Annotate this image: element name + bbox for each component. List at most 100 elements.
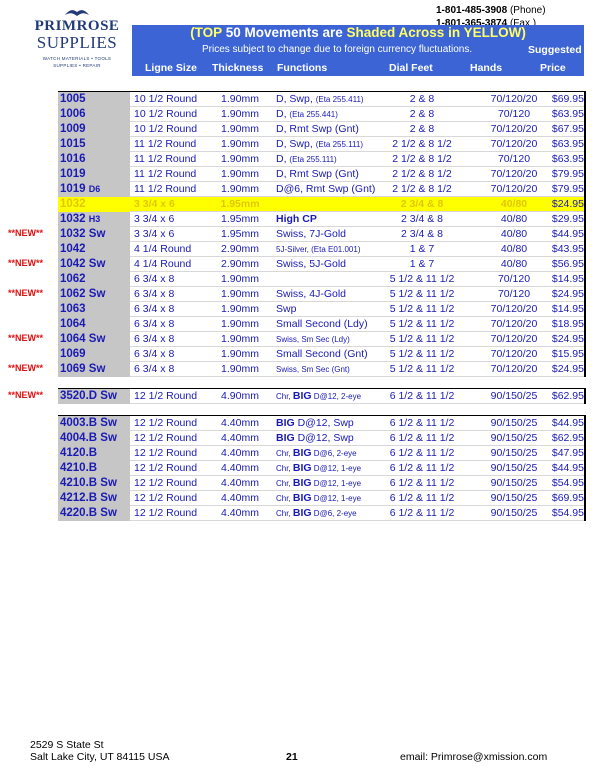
ligne-size-cell: 4 1/4 Round	[134, 243, 192, 255]
thickness-cell: 1.90mm	[221, 363, 259, 375]
functions-cell: Chr, BIG D@12, 1-eye	[276, 476, 361, 491]
functions-cell: Chr, BIG D@6, 2-eye	[276, 506, 357, 521]
ligne-size-cell: 12 1/2 Round	[134, 462, 198, 474]
row-right-border	[584, 491, 586, 506]
model-number: 1032 Sw	[60, 228, 106, 240]
hands-cell: 40/80	[500, 258, 528, 270]
functions-cell: Small Second (Ldy)	[276, 317, 368, 332]
row-right-border	[584, 317, 586, 332]
func-text: D, Rmt Swp (Gnt)	[276, 168, 359, 180]
dial-feet-cell: 6 1/2 & 11 1/2	[389, 477, 455, 489]
model-cell: 1064 Sw	[58, 332, 130, 347]
model-number: 1069 Sw	[60, 363, 106, 375]
functions-cell: BIG D@12, Swp	[276, 431, 354, 446]
table-row: 1069 Sw 6 3/4 x 8 1.90mm Swiss, Sm Sec (Gn…	[8, 362, 586, 377]
func-suffix: D@6, 2-eye	[311, 449, 357, 458]
dial-feet-cell: 5 1/2 & 11 1/2	[389, 348, 455, 360]
hands-cell: 90/150/25	[490, 447, 538, 459]
func-prefix: Chr,	[276, 449, 293, 458]
model-number: 1062 Sw	[60, 288, 106, 300]
row-right-border	[584, 227, 586, 242]
new-badge: **NEW**	[8, 363, 44, 373]
thickness-cell: 1.90mm	[221, 168, 259, 180]
row-right-border	[584, 362, 586, 377]
model-cell: 1009	[58, 122, 130, 137]
table-row: 1063 6 3/4 x 8 1.90mm Swp 5 1/2 & 11 1/2 70/1…	[58, 302, 586, 317]
price-cell: $63.95	[551, 108, 584, 120]
table-row: 1019 11 1/2 Round 1.90mm D, Rmt Swp (Gnt) 2 …	[58, 167, 586, 182]
phone-number: 1-801-485-3908	[436, 5, 508, 16]
ligne-size-cell: 4 1/4 Round	[134, 258, 192, 270]
functions-cell: D, Rmt Swp (Gnt)	[276, 122, 359, 137]
price-cell: $29.95	[551, 213, 584, 225]
thickness-cell: 1.90mm	[221, 288, 259, 300]
func-text: D, Swp,	[276, 138, 313, 150]
fax-label: (Fax )	[509, 18, 537, 29]
group-gap	[58, 377, 586, 388]
row-right-border	[584, 137, 586, 152]
hands-cell: 90/150/25	[490, 477, 538, 489]
table-row: 1032 H3 3 3/4 x 6 1.95mm High CP 2 3/4 & 8 40…	[58, 212, 586, 227]
group-top-border	[58, 415, 586, 416]
func-big: BIG	[292, 462, 312, 474]
row-right-border	[584, 107, 586, 122]
func-prefix: Chr,	[276, 479, 293, 488]
functions-cell: D, (Eta 255.111)	[276, 152, 337, 167]
row-right-border	[584, 347, 586, 362]
new-badge: **NEW**	[8, 228, 44, 238]
price-cell: $63.95	[551, 153, 584, 165]
model-cell: 1032 Sw	[58, 227, 130, 242]
dial-feet-cell: 2 3/4 & 8	[400, 228, 444, 240]
table-row: 4003.B Sw 12 1/2 Round 4.40mm BIG D@12, Swp…	[58, 416, 586, 431]
table-row: 4210.B Sw 12 1/2 Round 4.40mm Chr, BIG D@12…	[58, 476, 586, 491]
model-cell: 1069 Sw	[58, 362, 130, 377]
func-text: D@6, Rmt Swp (Gnt)	[276, 183, 376, 195]
model-number: 1063	[60, 303, 86, 315]
model-cell: 1015	[58, 137, 130, 152]
dial-feet-cell: 2 1/2 & 8 1/2	[392, 168, 452, 180]
func-text: Swiss, 7J-Gold	[276, 228, 347, 240]
model-number: 1062	[60, 273, 86, 285]
thickness-cell: 4.40mm	[221, 462, 259, 474]
price-cell: $44.95	[551, 417, 584, 429]
model-number: 1009	[60, 123, 86, 135]
model-cell: 1042	[58, 242, 130, 257]
thickness-cell: 4.40mm	[221, 477, 259, 489]
model-cell: 4220.B Sw	[58, 506, 130, 521]
ligne-size-cell: 6 3/4 x 8	[134, 333, 175, 345]
row-right-border	[584, 287, 586, 302]
model-cell: 1032 H3	[58, 212, 130, 227]
dial-feet-cell: 6 1/2 & 11 1/2	[389, 417, 455, 429]
thickness-cell: 1.90mm	[221, 183, 259, 195]
address-line2: Salt Lake City, UT 84115 USA	[30, 751, 170, 763]
ligne-size-cell: 3 3/4 x 6	[134, 228, 175, 240]
hands-cell: 90/150/25	[490, 432, 538, 444]
hands-cell: 70/120/20	[490, 348, 538, 360]
banner-title-part4: Shaded Across in YELLOW)	[346, 25, 526, 40]
col-header-price: Price	[540, 62, 566, 74]
dial-feet-cell: 5 1/2 & 11 1/2	[389, 318, 455, 330]
price-cell: $62.95	[551, 390, 584, 402]
ligne-size-cell: 10 1/2 Round	[134, 93, 198, 105]
model-number: 1019	[60, 183, 86, 195]
model-cell: 1005	[58, 92, 130, 107]
banner-subtitle: Prices subject to change due to foreign …	[202, 44, 473, 55]
func-note: 5J-Silver, (Eta E01.001)	[276, 245, 361, 254]
func-suffix: D@6, 2-eye	[311, 509, 357, 518]
ligne-size-cell: 3 3/4 x 6	[134, 213, 175, 225]
functions-cell: 5J-Silver, (Eta E01.001)	[276, 242, 360, 257]
hands-cell: 70/120/20	[490, 333, 538, 345]
func-suffix: D@12, 1-eye	[311, 479, 362, 488]
thickness-cell: 1.90mm	[221, 318, 259, 330]
model-cell: 1062 Sw	[58, 287, 130, 302]
table-row: 3520.D Sw 12 1/2 Round 4.90mm Chr, BIG D@12…	[8, 389, 586, 404]
functions-cell: Swiss, 7J-Gold	[276, 227, 346, 242]
model-number: 4004.B Sw	[60, 432, 117, 444]
logo-tagline2: SUPPLIES • REPAIR	[53, 63, 101, 68]
model-cell: 1016	[58, 152, 130, 167]
hands-cell: 70/120/20	[490, 318, 538, 330]
model-number: 4220.B Sw	[60, 507, 117, 519]
hands-cell: 70/120/20	[490, 183, 538, 195]
func-note: (Eta 255.411)	[315, 95, 364, 104]
dial-feet-cell: 1 & 7	[409, 258, 435, 270]
